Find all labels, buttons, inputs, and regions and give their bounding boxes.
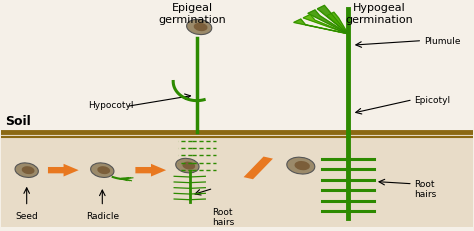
Ellipse shape <box>15 163 38 178</box>
Text: Soil: Soil <box>5 115 31 128</box>
Text: Epigeal
germination: Epigeal germination <box>158 3 226 24</box>
Polygon shape <box>327 13 348 35</box>
Text: Root
hairs: Root hairs <box>212 207 234 226</box>
Polygon shape <box>294 20 348 35</box>
Text: Hypogeal
germination: Hypogeal germination <box>345 3 413 24</box>
Ellipse shape <box>294 161 310 170</box>
Text: Plumule: Plumule <box>424 37 460 46</box>
Polygon shape <box>244 157 273 179</box>
Ellipse shape <box>97 167 110 174</box>
Polygon shape <box>48 164 79 177</box>
Ellipse shape <box>176 159 199 173</box>
Polygon shape <box>303 15 348 35</box>
Ellipse shape <box>187 20 212 35</box>
Text: Root
hairs: Root hairs <box>414 179 437 198</box>
Ellipse shape <box>22 167 35 174</box>
Text: Epicotyl: Epicotyl <box>414 96 450 105</box>
Bar <box>0 132 474 227</box>
Text: Seed: Seed <box>15 211 38 220</box>
Polygon shape <box>318 6 348 35</box>
Polygon shape <box>136 164 166 177</box>
Text: Radicle: Radicle <box>86 211 119 220</box>
Ellipse shape <box>287 158 315 174</box>
Ellipse shape <box>91 163 114 178</box>
Ellipse shape <box>182 162 195 170</box>
Ellipse shape <box>194 24 208 32</box>
Polygon shape <box>308 11 348 35</box>
Text: Hypocotyl: Hypocotyl <box>88 100 134 109</box>
Bar <box>0 1 474 132</box>
